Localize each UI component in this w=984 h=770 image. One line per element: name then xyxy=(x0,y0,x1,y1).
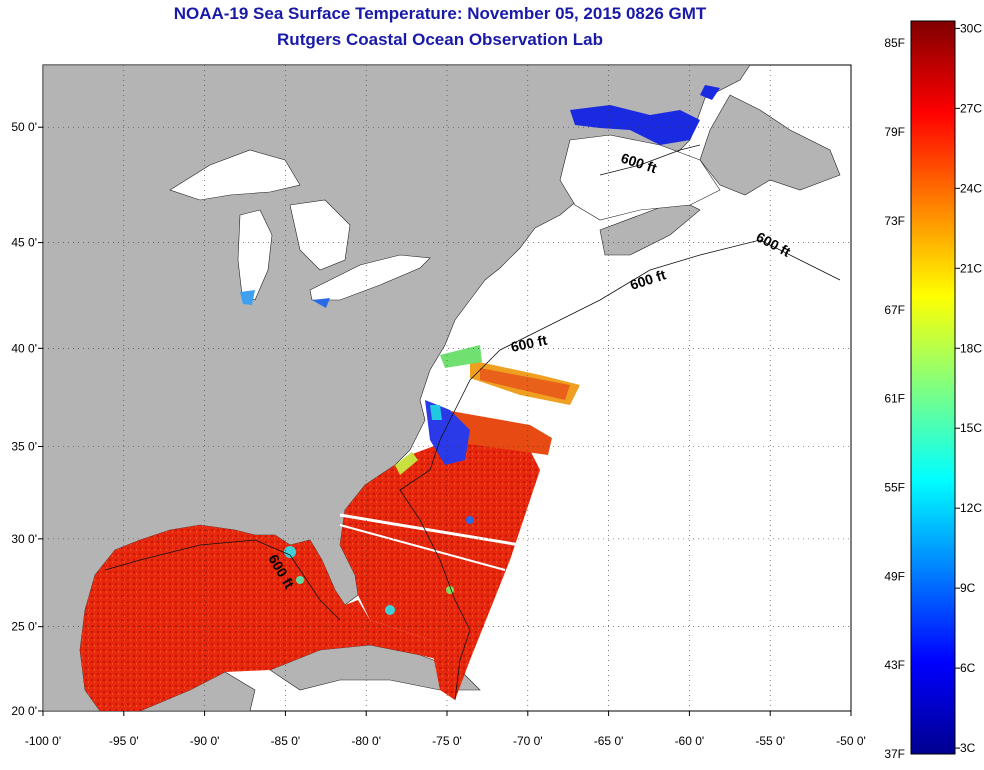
colorbar-c-label: 18C xyxy=(960,341,982,355)
sst-atlantic-swath xyxy=(340,440,540,700)
contour-label-4: 600 ft xyxy=(509,332,548,355)
colorbar-f-label: 79F xyxy=(884,125,905,139)
lon-tick-label: -50 0' xyxy=(836,734,866,748)
lat-tick-label: 40 0' xyxy=(11,341,37,355)
colorbar-c-label: 21C xyxy=(960,261,982,275)
sst-lake-michigan-cold xyxy=(240,290,255,305)
colorbar-f-label: 67F xyxy=(884,303,905,317)
lon-tick-label: -70 0' xyxy=(513,734,543,748)
lat-tick-label: 35 0' xyxy=(11,439,37,453)
map-subtitle: Rutgers Coastal Ocean Observation Lab xyxy=(277,30,603,49)
lat-tick-label: 30 0' xyxy=(11,532,37,546)
lon-tick-label: -80 0' xyxy=(351,734,381,748)
lon-tick-label: -65 0' xyxy=(594,734,624,748)
gulf-st-lawrence xyxy=(559,134,721,221)
colorbar-c-label: 24C xyxy=(960,181,982,195)
colorbar-c-label: 6C xyxy=(960,661,976,675)
lon-tick-label: -55 0' xyxy=(755,734,785,748)
land-nova-scotia xyxy=(599,199,701,256)
longitude-ticks: -100 0' -95 0' -90 0' -85 0' -80 0' -75 0' -70… xyxy=(25,711,866,748)
colorbar-f-label: 43F xyxy=(884,658,905,672)
sst-st-lawrence-cold xyxy=(570,105,700,145)
land-yucatan xyxy=(139,671,256,711)
colorbar-gradient xyxy=(910,20,956,755)
lon-tick-label: -100 0' xyxy=(25,734,61,748)
colorbar-f-label: 73F xyxy=(884,214,905,228)
colorbar-c-label: 27C xyxy=(960,101,982,115)
colorbar-f-label: 85F xyxy=(884,36,905,50)
map-title: NOAA-19 Sea Surface Temperature: Novembe… xyxy=(173,4,707,23)
contour-600ft xyxy=(104,144,841,701)
colorbar-f-label: 55F xyxy=(884,480,905,494)
colorbar-c-label: 15C xyxy=(960,421,982,435)
latitude-ticks: 20 0' 25 0' 30 0' 35 0' 40 0' 45 0' 50 0' xyxy=(11,120,43,718)
lat-tick-label: 20 0' xyxy=(11,704,37,718)
sst-se-coast-yellow xyxy=(395,452,418,475)
colorbar-f-label: 37F xyxy=(884,747,905,761)
colorbar-c-label: 9C xyxy=(960,581,976,595)
lat-tick-label: 50 0' xyxy=(11,120,37,134)
colorbar-c-label: 12C xyxy=(960,501,982,515)
colorbar-c-label: 30C xyxy=(960,21,982,35)
colorbar-f-label: 49F xyxy=(884,569,905,583)
lake-superior xyxy=(169,149,301,201)
lon-tick-label: -75 0' xyxy=(432,734,462,748)
sst-coastal-green xyxy=(440,345,482,368)
lat-tick-label: 25 0' xyxy=(11,620,37,634)
lake-michigan xyxy=(237,209,273,301)
lon-tick-label: -95 0' xyxy=(109,734,139,748)
colorbar-f-label: 61F xyxy=(884,392,905,406)
colorbar-c-label: 3C xyxy=(960,741,976,755)
lat-tick-label: 45 0' xyxy=(11,236,37,250)
fahrenheit-labels: 85F 79F 73F 67F 61F 55F 49F 43F 37F xyxy=(884,36,905,761)
sst-gulf-of-mexico xyxy=(80,525,440,711)
lake-huron xyxy=(289,199,351,271)
sst-gulf-stream-band xyxy=(440,410,552,455)
lon-tick-label: -60 0' xyxy=(675,734,705,748)
land-cuba xyxy=(269,644,481,691)
lon-tick-label: -90 0' xyxy=(190,734,220,748)
celsius-labels: 30C 27C 24C 21C 18C 15C 12C 9C 6C 3C xyxy=(955,21,982,755)
lon-tick-label: -85 0' xyxy=(271,734,301,748)
